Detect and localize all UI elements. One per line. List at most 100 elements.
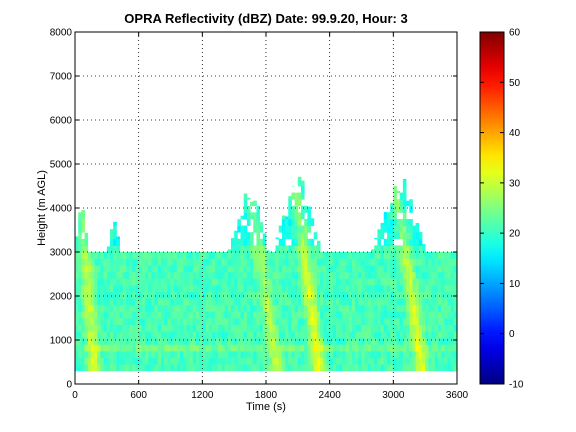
reflectivity-cell [215, 311, 219, 319]
reflectivity-cell [94, 304, 98, 312]
reflectivity-cell [234, 271, 238, 279]
reflectivity-cell [154, 351, 159, 358]
reflectivity-cell [409, 324, 413, 332]
reflectivity-cell [208, 271, 213, 279]
reflectivity-cell [266, 364, 270, 372]
reflectivity-cell [151, 285, 155, 292]
reflectivity-cell [399, 205, 404, 213]
reflectivity-cell [285, 304, 289, 312]
reflectivity-cell [256, 364, 261, 372]
reflectivity-cell [227, 249, 232, 253]
reflectivity-cell [262, 304, 267, 312]
reflectivity-cell [396, 265, 401, 273]
reflectivity-cell [294, 238, 299, 246]
reflectivity-cell [94, 291, 98, 299]
reflectivity-cell [186, 298, 190, 306]
reflectivity-cell [167, 304, 171, 312]
reflectivity-cell [351, 298, 356, 306]
reflectivity-cell [211, 298, 216, 306]
reflectivity-cell [320, 291, 324, 299]
reflectivity-cell [100, 291, 105, 299]
reflectivity-cell [361, 337, 366, 345]
reflectivity-cell [339, 258, 343, 266]
reflectivity-cell [272, 331, 276, 339]
reflectivity-cell [358, 252, 362, 259]
reflectivity-cell [173, 324, 178, 332]
reflectivity-cell [75, 291, 79, 299]
reflectivity-cell [227, 278, 232, 286]
reflectivity-cell [348, 357, 353, 365]
reflectivity-cell [266, 304, 270, 312]
reflectivity-cell [266, 271, 270, 279]
reflectivity-cell [78, 344, 82, 352]
reflectivity-cell [138, 304, 143, 312]
reflectivity-cell [170, 351, 175, 358]
reflectivity-cell [81, 318, 85, 325]
reflectivity-cell [364, 351, 369, 358]
reflectivity-cell [441, 344, 445, 352]
reflectivity-cell [390, 278, 394, 286]
reflectivity-cell [180, 278, 184, 286]
reflectivity-cell [110, 258, 114, 266]
reflectivity-cell [339, 304, 343, 312]
reflectivity-cell [434, 271, 439, 279]
reflectivity-cell [119, 351, 124, 358]
reflectivity-cell [390, 318, 394, 325]
reflectivity-cell [90, 252, 95, 259]
reflectivity-cell [275, 265, 280, 273]
reflectivity-cell [307, 258, 311, 266]
reflectivity-cell [215, 271, 219, 279]
reflectivity-cell [301, 351, 305, 358]
reflectivity-cell [205, 271, 210, 279]
reflectivity-cell [294, 351, 299, 358]
reflectivity-cell [164, 265, 168, 273]
reflectivity-cell [301, 344, 305, 352]
reflectivity-cell [97, 351, 101, 358]
reflectivity-cell [351, 351, 356, 358]
reflectivity-cell [294, 271, 299, 279]
reflectivity-cell [409, 252, 413, 259]
reflectivity-cell [307, 219, 311, 226]
reflectivity-cell [396, 225, 401, 233]
reflectivity-cell [383, 219, 388, 226]
reflectivity-cell [240, 331, 245, 339]
reflectivity-cell [386, 225, 391, 233]
reflectivity-cell [396, 318, 401, 325]
reflectivity-cell [377, 245, 381, 253]
reflectivity-cell [402, 337, 407, 345]
reflectivity-cell [234, 265, 238, 273]
y-tick-label: 7000 [50, 72, 73, 83]
reflectivity-cell [148, 304, 152, 312]
reflectivity-cell [84, 304, 89, 312]
reflectivity-cell [412, 252, 417, 259]
reflectivity-cell [199, 271, 203, 279]
reflectivity-cell [87, 298, 92, 306]
reflectivity-cell [145, 331, 149, 339]
reflectivity-cell [230, 245, 235, 253]
reflectivity-cell [431, 278, 436, 286]
reflectivity-cell [294, 337, 299, 345]
reflectivity-cell [151, 278, 155, 286]
reflectivity-cell [386, 298, 391, 306]
reflectivity-cell [377, 298, 381, 306]
reflectivity-cell [97, 344, 101, 352]
reflectivity-cell [253, 219, 257, 226]
reflectivity-cell [100, 331, 105, 339]
reflectivity-cell [390, 202, 394, 207]
reflectivity-cell [237, 252, 241, 259]
reflectivity-cell [364, 357, 369, 365]
reflectivity-cell [377, 364, 381, 372]
reflectivity-cell [100, 318, 105, 325]
reflectivity-cell [301, 186, 305, 193]
reflectivity-cell [380, 304, 385, 312]
reflectivity-cell [281, 291, 286, 299]
reflectivity-cell [135, 252, 140, 259]
reflectivity-cell [259, 331, 264, 339]
reflectivity-cell [199, 298, 203, 306]
reflectivity-cell [361, 311, 366, 319]
reflectivity-cell [421, 258, 426, 266]
reflectivity-cell [377, 232, 381, 240]
reflectivity-cell [250, 285, 254, 292]
reflectivity-cell [377, 351, 381, 358]
reflectivity-cell [243, 199, 248, 207]
